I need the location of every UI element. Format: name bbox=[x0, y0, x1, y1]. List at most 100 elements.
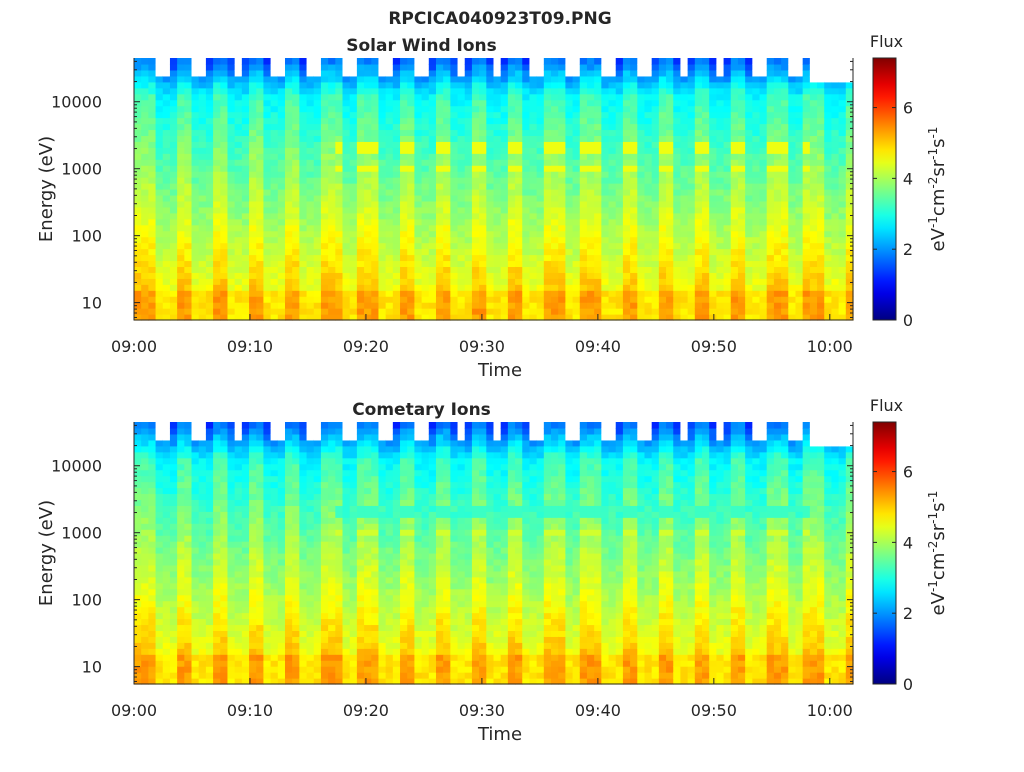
heatmap-cell bbox=[630, 272, 638, 279]
heatmap-cell bbox=[278, 82, 286, 89]
heatmap-cell bbox=[220, 112, 228, 119]
heatmap-cell bbox=[486, 201, 494, 208]
heatmap-cell bbox=[256, 249, 264, 256]
heatmap-cell bbox=[817, 129, 825, 136]
heatmap-cell bbox=[688, 118, 696, 125]
heatmap-cell bbox=[378, 296, 386, 303]
heatmap-cell bbox=[184, 440, 192, 447]
heatmap-cell bbox=[450, 302, 458, 309]
heatmap-cell bbox=[724, 159, 732, 166]
heatmap-cell bbox=[184, 511, 192, 518]
heatmap-cell bbox=[630, 147, 638, 154]
heatmap-cell bbox=[573, 159, 581, 166]
heatmap-cell bbox=[220, 290, 228, 297]
heatmap-cell bbox=[156, 547, 164, 554]
heatmap-cell bbox=[307, 207, 315, 214]
heatmap-cell bbox=[774, 302, 782, 309]
heatmap-cell bbox=[263, 100, 271, 107]
heatmap-cell bbox=[422, 195, 430, 202]
heatmap-cell bbox=[680, 171, 688, 178]
heatmap-cell bbox=[335, 153, 343, 160]
heatmap-cell bbox=[472, 159, 480, 166]
heatmap-cell bbox=[364, 147, 372, 154]
heatmap-cell bbox=[551, 219, 559, 226]
heatmap-cell bbox=[350, 266, 358, 273]
heatmap-cell bbox=[458, 225, 466, 232]
heatmap-cell bbox=[285, 88, 293, 95]
heatmap-cell bbox=[436, 266, 444, 273]
heatmap-cell bbox=[774, 177, 782, 184]
heatmap-cell bbox=[278, 147, 286, 154]
heatmap-cell bbox=[565, 82, 573, 89]
heatmap-cell bbox=[522, 106, 530, 113]
heatmap-cell bbox=[637, 225, 645, 232]
heatmap-cell bbox=[752, 278, 760, 285]
heatmap-cell bbox=[803, 207, 811, 214]
heatmap-cell bbox=[637, 183, 645, 190]
heatmap-cell bbox=[156, 70, 164, 77]
heatmap-cell bbox=[134, 571, 142, 578]
heatmap-cell bbox=[788, 243, 796, 250]
heatmap-cell bbox=[170, 183, 178, 190]
heatmap-cell bbox=[249, 118, 257, 125]
heatmap-cell bbox=[810, 112, 818, 119]
heatmap-cell bbox=[213, 302, 221, 309]
heatmap-cell bbox=[328, 159, 336, 166]
heatmap-cell bbox=[774, 64, 782, 71]
heatmap-cell bbox=[529, 124, 537, 131]
heatmap-cell bbox=[803, 124, 811, 131]
heatmap-cell bbox=[141, 308, 149, 315]
heatmap-cell bbox=[199, 434, 207, 441]
heatmap-cell bbox=[285, 260, 293, 267]
heatmap-cell bbox=[163, 225, 171, 232]
heatmap-cell bbox=[141, 624, 149, 631]
heatmap-cell bbox=[695, 308, 703, 315]
heatmap-cell bbox=[400, 76, 408, 83]
heatmap-cell bbox=[573, 290, 581, 297]
heatmap-cell bbox=[184, 499, 192, 506]
heatmap-cell bbox=[242, 82, 250, 89]
heatmap-cell bbox=[458, 100, 466, 107]
heatmap-cell bbox=[501, 106, 509, 113]
heatmap-cell bbox=[156, 672, 164, 679]
heatmap-cell bbox=[558, 225, 566, 232]
heatmap-cell bbox=[537, 147, 545, 154]
heatmap-cell bbox=[630, 94, 638, 101]
heatmap-cell bbox=[824, 76, 832, 83]
heatmap-cell bbox=[623, 118, 631, 125]
heatmap-cell bbox=[659, 70, 667, 77]
heatmap-cell bbox=[357, 171, 365, 178]
heatmap-cell bbox=[407, 88, 415, 95]
heatmap-cell bbox=[767, 266, 775, 273]
heatmap-cell bbox=[623, 249, 631, 256]
heatmap-cell bbox=[134, 636, 142, 643]
heatmap-cell bbox=[163, 243, 171, 250]
heatmap-cell bbox=[644, 189, 652, 196]
heatmap-cell bbox=[522, 237, 530, 244]
heatmap-cell bbox=[371, 225, 379, 232]
heatmap-cell bbox=[148, 517, 156, 524]
heatmap-cell bbox=[501, 272, 509, 279]
heatmap-cell bbox=[299, 272, 307, 279]
heatmap-cell bbox=[170, 428, 178, 435]
heatmap-cell bbox=[839, 118, 847, 125]
heatmap-cell bbox=[652, 243, 660, 250]
heatmap-cell bbox=[486, 290, 494, 297]
heatmap-cell bbox=[831, 308, 839, 315]
heatmap-cell bbox=[386, 260, 394, 267]
heatmap-cell bbox=[803, 177, 811, 184]
heatmap-cell bbox=[220, 64, 228, 71]
heatmap-cell bbox=[148, 106, 156, 113]
heatmap-cell bbox=[601, 308, 609, 315]
heatmap-cell bbox=[465, 106, 473, 113]
heatmap-cell bbox=[788, 58, 796, 65]
heatmap-cell bbox=[745, 266, 753, 273]
heatmap-cell bbox=[429, 153, 437, 160]
heatmap-cell bbox=[803, 189, 811, 196]
heatmap-cell bbox=[235, 266, 243, 273]
heatmap-cell bbox=[688, 207, 696, 214]
heatmap-cell bbox=[644, 106, 652, 113]
heatmap-cell bbox=[170, 100, 178, 107]
heatmap-cell bbox=[544, 213, 552, 220]
heatmap-cell bbox=[141, 112, 149, 119]
